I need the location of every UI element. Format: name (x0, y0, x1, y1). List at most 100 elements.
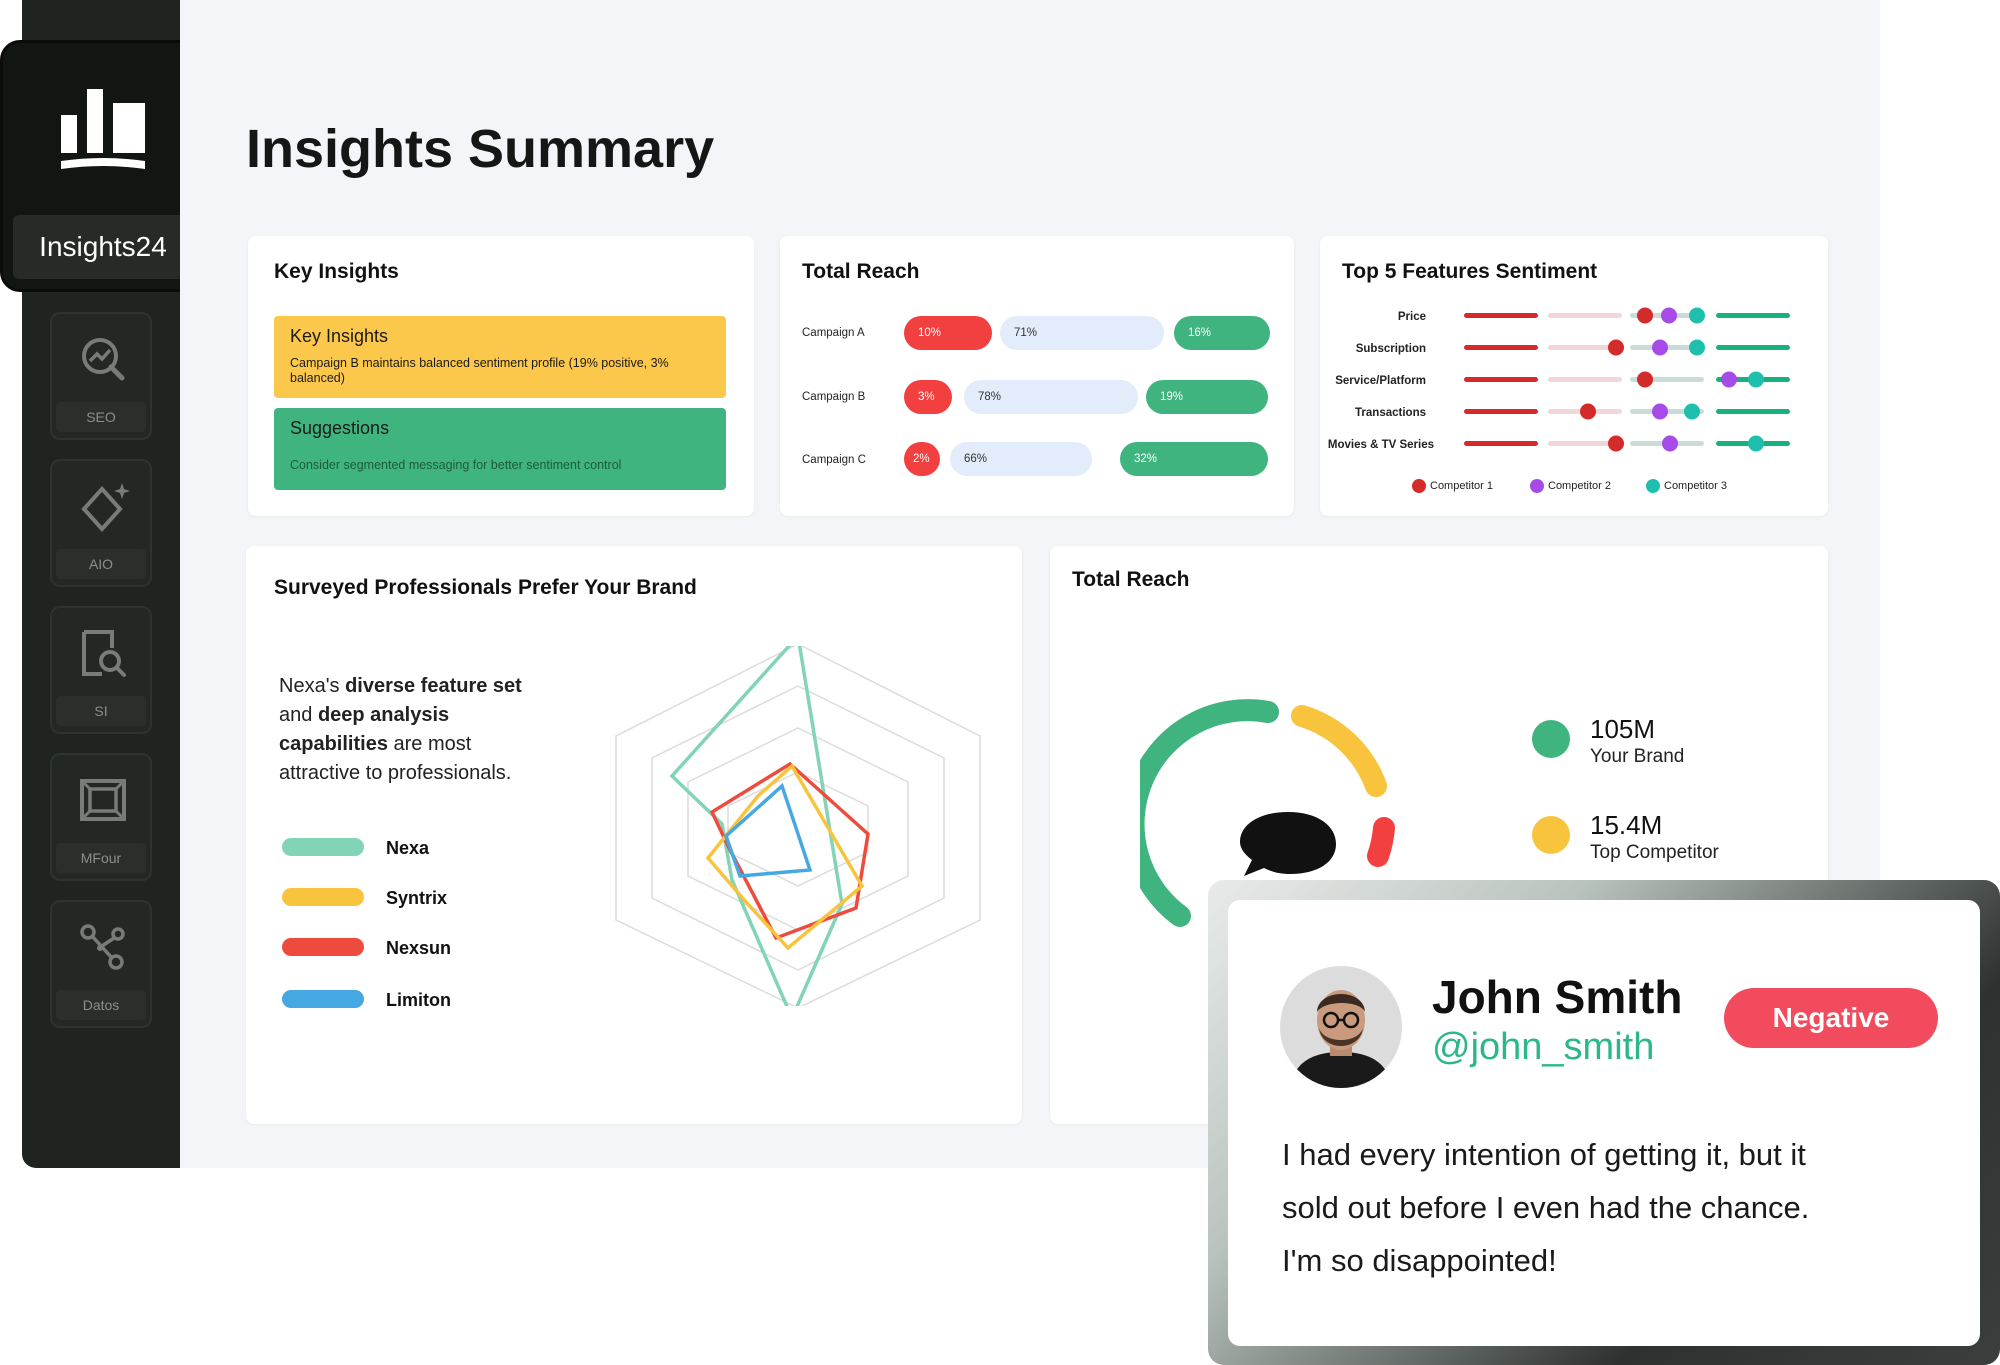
legend-dot-your-brand (1532, 720, 1570, 758)
nav-label: SEO (56, 402, 146, 432)
slider-row-transactions (1464, 403, 1790, 420)
avatar (1280, 966, 1402, 1088)
desc-part: and (279, 704, 318, 726)
legend-label: Limiton (386, 990, 451, 1010)
donut-arc-other (1367, 817, 1395, 867)
legend-swatch-nexsun (282, 938, 364, 956)
features-sentiment-card: Top 5 Features Sentiment Price Subscript… (1320, 236, 1828, 516)
nav-item-si[interactable]: SI (50, 606, 152, 734)
legend-dot-top-competitor (1532, 816, 1570, 854)
negative-pill[interactable]: 10% (904, 316, 992, 350)
legend-label: Competitor 3 (1664, 480, 1727, 492)
donut-arc-top-competitor (1291, 705, 1387, 797)
page-title: Insights Summary (246, 119, 715, 179)
desc-part: Nexa's (279, 675, 346, 697)
reach-label: Your Brand (1590, 746, 1685, 767)
legend-swatch-syntrix (282, 888, 364, 906)
nav-label: MFour (56, 843, 146, 873)
nav-item-datos[interactable]: Datos (50, 900, 152, 1028)
reach-label: Top Competitor (1590, 842, 1719, 863)
legend-swatch-nexa (282, 838, 364, 856)
reach-value: 15.4M (1590, 810, 1663, 840)
desc-part: are most attractive to professionals. (279, 733, 512, 784)
desc-bold: diverse feature set (345, 675, 522, 697)
box-text: Consider segmented messaging for better … (290, 458, 622, 472)
slider-row-movies-tv (1464, 435, 1790, 452)
bar-chart-logo-icon (61, 89, 145, 169)
nav-item-seo[interactable]: SEO (50, 312, 152, 440)
card-title: Total Reach (1072, 568, 1190, 591)
review-card[interactable]: John Smith @john_smith Negative I had ev… (1228, 900, 1980, 1346)
legend-label: Competitor 2 (1548, 480, 1611, 492)
app-logo-card[interactable]: Insights24 (0, 40, 202, 292)
card-title: Key Insights (274, 260, 399, 283)
key-insight-box[interactable]: Key Insights Campaign B maintains balanc… (274, 316, 726, 398)
radar-chart (615, 646, 981, 1006)
neutral-pill[interactable]: 78% (964, 380, 1138, 414)
slider-row-price (1464, 307, 1790, 324)
nav-item-aio[interactable]: AIO (50, 459, 152, 587)
sentiment-badge: Negative (1724, 988, 1938, 1048)
feature-label: Service/Platform (1335, 375, 1426, 387)
slider-row-subscription (1464, 339, 1790, 356)
legend-swatch-limiton (282, 990, 364, 1008)
campaign-label: Campaign B (802, 391, 866, 403)
nav-label: Datos (56, 990, 146, 1020)
card-title: Total Reach (802, 260, 920, 283)
review-line: I had every intention of getting it, but… (1282, 1137, 1806, 1172)
feature-label: Movies & TV Series (1327, 439, 1434, 451)
seo-magnifier-icon (82, 338, 125, 381)
review-line: sold out before I even had the chance. (1282, 1190, 1810, 1225)
legend-label: Nexa (386, 838, 430, 858)
campaign-label: Campaign A (802, 327, 865, 339)
negative-pill[interactable]: 3% (904, 380, 952, 414)
diamond-sparkle-icon (81, 483, 130, 532)
suggestion-box[interactable]: Suggestions Consider segmented messaging… (274, 408, 726, 490)
frame-image-icon (80, 779, 126, 821)
legend-label: Nexsun (386, 938, 452, 958)
box-title: Suggestions (290, 418, 390, 438)
feature-sentiment-sliders (1464, 307, 1790, 452)
feature-label: Price (1397, 311, 1426, 323)
speech-bubble-icon (1240, 812, 1336, 876)
app-name: Insights24 (13, 215, 193, 279)
radar-description: Nexa's diverse feature set and deep anal… (279, 672, 539, 788)
legend-dot (1530, 479, 1544, 493)
review-line: I'm so disappointed! (1282, 1243, 1557, 1278)
review-text: I had every intention of getting it, but… (1282, 1128, 1809, 1287)
positive-pill[interactable]: 32% (1120, 442, 1268, 476)
feature-label: Transactions (1355, 407, 1426, 419)
legend-label: Syntrix (386, 888, 448, 908)
legend-dot (1412, 479, 1426, 493)
radar-grid (615, 646, 981, 1006)
key-insights-card: Key Insights Key Insights Campaign B mai… (248, 236, 754, 516)
donut-arc-your-brand (1140, 699, 1279, 927)
reviewer-handle[interactable]: @john_smith (1432, 1026, 1655, 1068)
neutral-pill[interactable]: 71% (1000, 316, 1164, 350)
nav-item-mfour[interactable]: MFour (50, 753, 152, 881)
positive-pill[interactable]: 19% (1146, 380, 1268, 414)
feature-label: Subscription (1355, 343, 1426, 355)
legend-label: Competitor 1 (1430, 480, 1493, 492)
legend-dot (1646, 479, 1660, 493)
radar-series-limiton (723, 782, 813, 878)
positive-pill[interactable]: 16% (1174, 316, 1270, 350)
total-reach-bars-card: Total Reach Campaign A 10% 71% 16% Campa… (780, 236, 1294, 516)
reach-value: 105M (1590, 714, 1656, 744)
negative-pill[interactable]: 2% (904, 442, 940, 476)
reviewer-name: John Smith (1432, 971, 1683, 1023)
nav-label: AIO (56, 549, 146, 579)
box-title: Key Insights (290, 326, 389, 346)
card-title: Surveyed Professionals Prefer Your Brand (274, 576, 697, 599)
neutral-pill[interactable]: 66% (950, 442, 1092, 476)
box-text: Campaign B maintains balanced sentiment … (290, 356, 669, 385)
nodes-graph-icon (80, 924, 125, 970)
slider-row-service-platform (1464, 371, 1790, 388)
reach-donut-chart (1140, 699, 1395, 927)
radar-series-syntrix (705, 763, 865, 951)
document-search-icon (82, 630, 126, 677)
radar-card: Surveyed Professionals Prefer Your Brand… (246, 546, 1022, 1124)
card-title: Top 5 Features Sentiment (1342, 260, 1598, 283)
desc-bold: deep analysis capabilities (279, 704, 450, 755)
radar-series-nexsun (709, 761, 870, 941)
